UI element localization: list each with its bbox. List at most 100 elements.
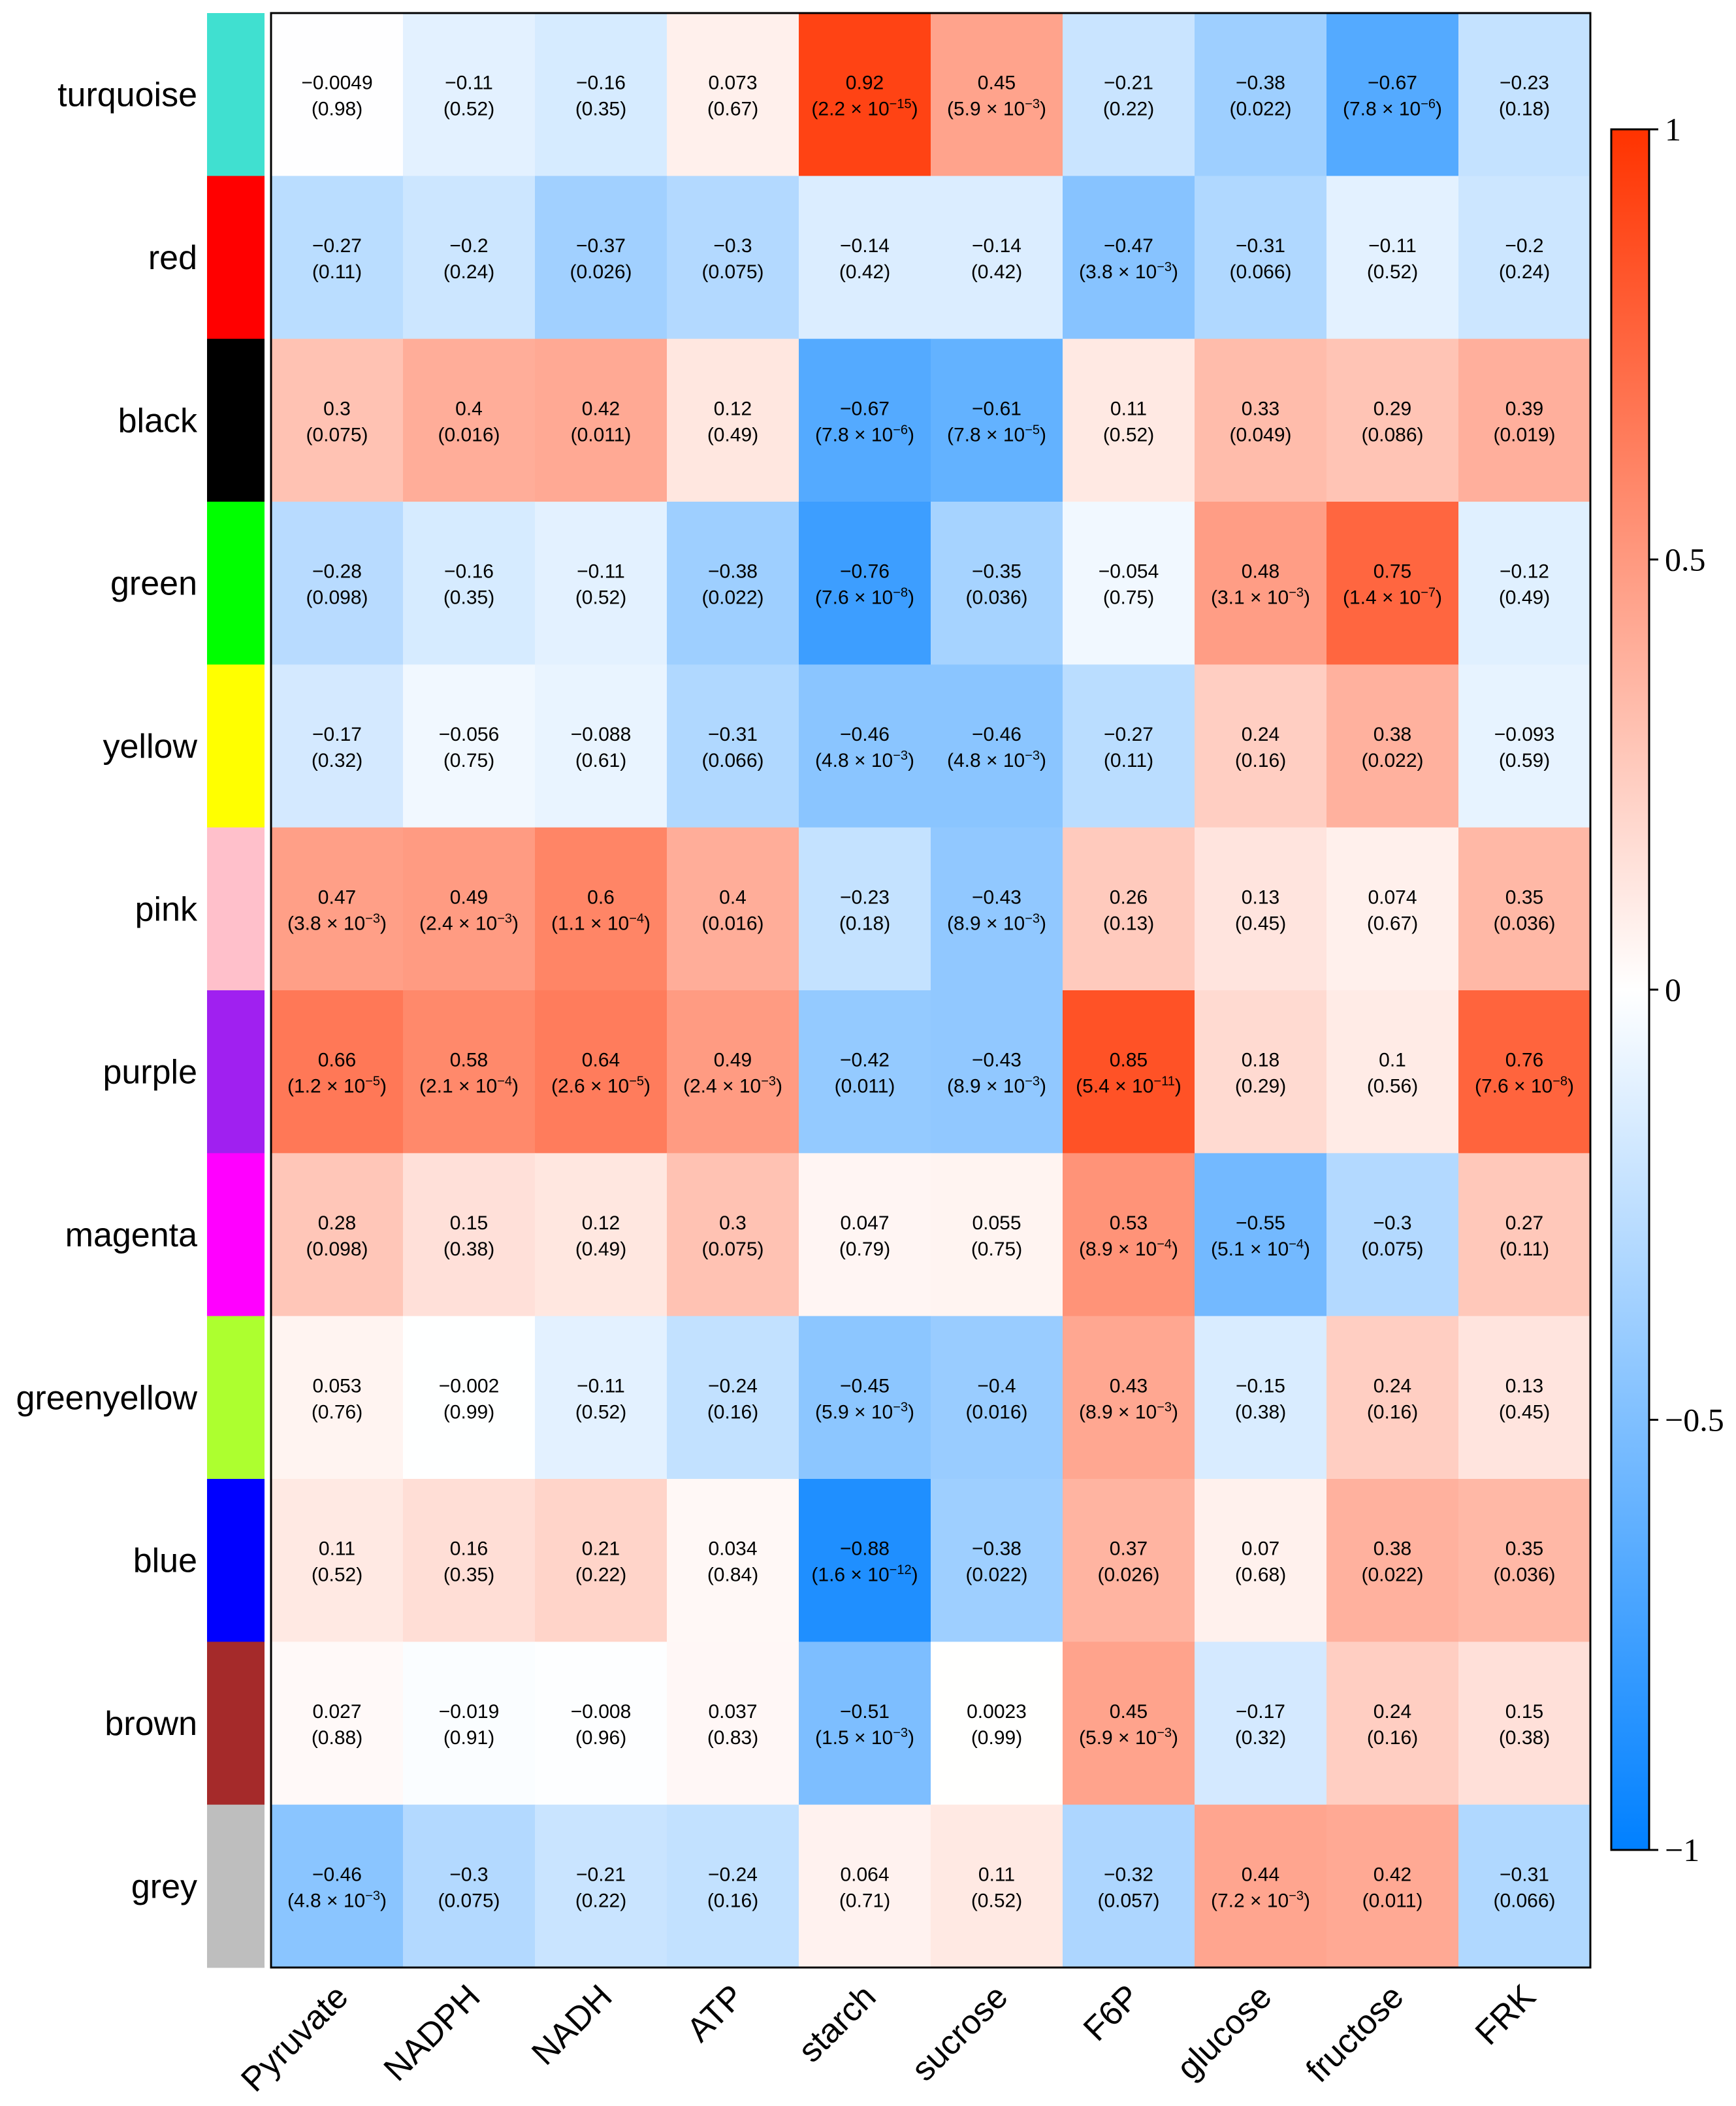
column-label-starch: starch [791,1977,883,2069]
cell-pvalue-greenyellow-starch: (5.9 × 10−3) [815,1400,914,1423]
cell-red-nadh [535,176,667,340]
cell-pvalue-black-sucrose: (7.8 × 10−5) [947,423,1046,446]
cell-value-greenyellow-f6p: 0.43 [1110,1375,1148,1397]
cell-green-nadh [535,502,667,665]
cell-pvalue-magenta-nadph: (0.38) [443,1239,494,1260]
cell-pvalue-black-frk: (0.019) [1493,424,1555,446]
cell-pvalue-brown-nadh: (0.96) [575,1727,626,1749]
row-label-brown: brown [104,1705,197,1743]
cell-greenyellow-f6p [1063,1316,1195,1480]
module-bar-purple [207,990,265,1154]
cell-pvalue-black-nadph: (0.016) [438,424,500,446]
cell-value-turquoise-frk: −0.23 [1500,73,1549,94]
cell-yellow-frk [1458,664,1591,828]
column-label-fructose: fructose [1299,1977,1411,2090]
cell-pvalue-pink-sucrose: (8.9 × 10−3) [947,911,1046,934]
cell-pvalue-greenyellow-fructose: (0.16) [1367,1401,1418,1423]
cell-value-greenyellow-fructose: 0.24 [1374,1375,1411,1397]
cell-value-magenta-sucrose: 0.055 [972,1212,1021,1234]
cell-value-black-glucose: 0.33 [1242,398,1279,419]
cell-magenta-nadh [535,1153,667,1317]
cell-purple-fructose [1326,990,1459,1154]
cell-blue-nadh [535,1479,667,1642]
cell-grey-frk [1458,1804,1591,1968]
cell-pvalue-turquoise-starch: (2.2 × 10−15) [811,97,918,120]
cell-value-red-starch: −0.14 [840,235,890,257]
cell-value-purple-sucrose: −0.43 [972,1050,1021,1071]
cell-pvalue-red-glucose: (0.066) [1229,261,1291,283]
cell-pvalue-grey-frk: (0.066) [1493,1890,1555,1911]
cell-blue-f6p [1063,1479,1195,1642]
cell-value-black-frk: 0.39 [1505,398,1543,419]
cell-value-yellow-nadh: −0.088 [571,724,632,745]
module-bar-greenyellow [207,1316,265,1480]
cell-pvalue-green-frk: (0.49) [1499,587,1550,609]
cell-grey-nadph [403,1804,536,1968]
cell-pvalue-red-frk: (0.24) [1499,261,1550,283]
cell-value-blue-glucose: 0.07 [1242,1538,1279,1560]
cell-pvalue-purple-frk: (7.6 × 10−8) [1475,1075,1574,1097]
cell-pink-starch [799,827,931,991]
module-bar-brown [207,1642,265,1806]
cell-value-grey-nadh: −0.21 [576,1864,626,1885]
cell-pvalue-magenta-atp: (0.075) [701,1239,764,1260]
cell-pvalue-pink-frk: (0.036) [1493,913,1555,934]
cell-yellow-fructose [1326,664,1459,828]
cell-value-greenyellow-atp: −0.24 [708,1375,758,1397]
cell-value-red-pyruvate: −0.27 [312,235,362,257]
cell-pvalue-blue-sucrose: (0.022) [965,1564,1027,1586]
row-label-turquoise: turquoise [57,76,197,114]
cell-value-magenta-frk: 0.27 [1505,1212,1543,1234]
cell-value-green-atp: −0.38 [708,561,758,583]
heatmap-cells: −0.0049 (0.98) −0.11 (0.52) −0.16 (0.35) 0.073… [271,13,1591,1968]
module-bar-yellow [207,664,265,828]
cell-blue-atp [667,1479,799,1642]
cell-value-green-starch: −0.76 [840,561,890,583]
cell-value-blue-frk: 0.35 [1505,1538,1543,1560]
cell-pvalue-turquoise-f6p: (0.22) [1103,99,1154,120]
cell-turquoise-pyruvate [271,13,404,176]
cell-value-blue-atp: 0.034 [708,1538,757,1560]
cell-value-blue-nadh: 0.21 [582,1538,620,1560]
cell-pvalue-black-atp: (0.49) [707,424,758,446]
cell-pink-glucose [1195,827,1327,991]
colorbar-gradient [1610,128,1650,1851]
cell-pvalue-green-glucose: (3.1 × 10−3) [1211,586,1310,609]
row-label-grey: grey [131,1868,197,1905]
cell-pvalue-turquoise-glucose: (0.022) [1229,99,1291,120]
cell-value-yellow-fructose: 0.38 [1374,724,1411,745]
row-label-red: red [148,239,197,277]
cell-value-yellow-f6p: −0.27 [1104,724,1153,745]
cell-pink-pyruvate [271,827,404,991]
module-bar-green [207,502,265,665]
cell-pvalue-grey-sucrose: (0.52) [971,1890,1022,1911]
cell-pvalue-pink-f6p: (0.13) [1103,913,1154,934]
cell-black-f6p [1063,338,1195,502]
cell-pvalue-green-nadph: (0.35) [443,587,494,609]
cell-value-black-atp: 0.12 [714,398,752,419]
cell-value-black-starch: −0.67 [840,398,890,419]
cell-black-sucrose [931,338,1063,502]
cell-pvalue-blue-starch: (1.6 × 10−12) [811,1563,918,1586]
cell-value-green-frk: −0.12 [1500,561,1549,583]
cell-grey-pyruvate [271,1804,404,1968]
cell-turquoise-atp [667,13,799,176]
cell-pvalue-greenyellow-glucose: (0.38) [1235,1401,1286,1423]
cell-magenta-starch [799,1153,931,1317]
cell-pvalue-green-starch: (7.6 × 10−8) [815,586,914,609]
cell-pink-fructose [1326,827,1459,991]
cell-pvalue-green-fructose: (1.4 × 10−7) [1343,586,1442,609]
cell-pvalue-brown-starch: (1.5 × 10−3) [815,1726,914,1749]
cell-value-pink-nadph: 0.49 [450,886,488,908]
cell-value-magenta-fructose: −0.3 [1373,1212,1411,1234]
row-label-greenyellow: greenyellow [16,1379,198,1417]
cell-black-atp [667,338,799,502]
module-color-bars [207,13,265,1968]
cell-yellow-starch [799,664,931,828]
cell-value-blue-f6p: 0.37 [1110,1538,1148,1560]
cell-value-blue-sucrose: −0.38 [972,1538,1021,1560]
cell-value-brown-atp: 0.037 [708,1701,757,1723]
cell-pvalue-red-sucrose: (0.42) [971,261,1022,283]
cell-pink-nadph [403,827,536,991]
cell-pvalue-yellow-f6p: (0.11) [1104,750,1153,771]
